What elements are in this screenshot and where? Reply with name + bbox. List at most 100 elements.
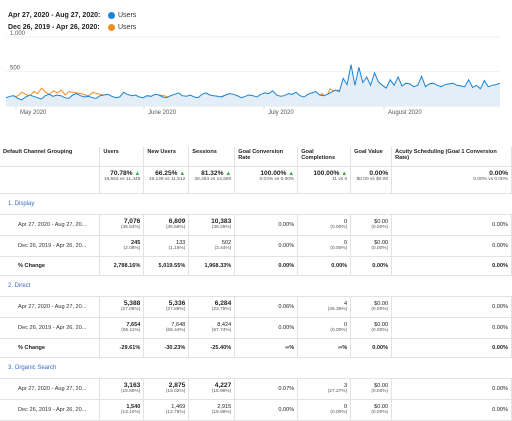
users-cell: 7,654 (65.11%) <box>99 317 145 339</box>
goal-conv-cell: 0.00% <box>234 399 299 421</box>
goal-conv-cell: 0.06% <box>234 296 299 318</box>
sessions-value: 4,227 <box>214 381 232 389</box>
new-users-cell: 7,648 (66.44%) <box>143 317 190 339</box>
legend-row-previous[interactable]: Dec 26, 2019 - Apr 26, 2020: Users <box>8 21 136 33</box>
y-tick-label: 500 <box>10 66 21 72</box>
goal-value-value: $0.00 <box>374 218 389 225</box>
sessions-value: 502 <box>221 239 232 246</box>
acuity-value: 0.00% <box>492 303 508 310</box>
total-acuity-cell: 0.00% 0.00% vs 0.00% <box>391 166 512 194</box>
arrow-up-icon: ▲ <box>134 170 141 177</box>
percent-change-row: % Change -29.61% -30.23% -25.40% ∞% ∞% 0.00% 0.… <box>0 338 512 358</box>
channel-group-link[interactable]: 2. Direct <box>8 282 31 289</box>
users-change: 2,788.16% <box>99 256 145 276</box>
channel-group-link[interactable]: 1. Display <box>8 200 35 207</box>
goal-value-cell: $0.00 (0.00%) <box>350 399 393 421</box>
total-new-users-compare: 19,139 vs 11,512 <box>148 176 186 182</box>
goal-comp-value: 4 <box>344 300 348 307</box>
acuity-value: 0.00% <box>492 406 508 413</box>
goal-conv-value: 0.00% <box>278 324 295 331</box>
users-line-chart: 1,000 500 May 2020 June 2020 July 2020 August… <box>5 31 501 116</box>
col-header-dimension[interactable]: Default Channel Grouping <box>0 147 101 167</box>
goal-conv-value: 0.00% <box>278 242 295 249</box>
users-value: 5,388 <box>123 299 141 307</box>
goal-conv-cell: 0.07% <box>234 378 299 400</box>
percent-change-label: % Change <box>0 338 101 358</box>
sessions-share: (3.44%) <box>214 245 232 251</box>
goal-value-share: (0.00%) <box>371 224 389 230</box>
goal-value-share: (0.00%) <box>371 388 389 394</box>
percent-change-row: % Change 2,788.16% 5,019.55% 1,968.33% 0.00%… <box>0 256 512 276</box>
col-header-acuity[interactable]: Acuity Scheduling (Goal 1 Conversion Rat… <box>391 147 512 167</box>
sessions-share: (23.75%) <box>211 306 232 312</box>
new-users-share: (1.16%) <box>168 245 186 251</box>
total-new-users-value: 66.25% <box>155 169 178 177</box>
users-cell: 1,540 (13.10%) <box>99 399 145 421</box>
legend-series-label: Users <box>118 11 137 19</box>
total-goal-conv-cell: 100.00% ▲ 0.04% vs 0.00% <box>234 166 299 194</box>
sessions-change: 1,968.33% <box>188 256 236 276</box>
total-acuity-compare: 0.00% vs 0.00% <box>473 176 508 182</box>
col-header-goal-conversion-rate[interactable]: Goal Conversion Rate <box>234 147 299 167</box>
acuity-value: 0.00% <box>492 385 508 392</box>
new-users-share: (27.88%) <box>165 306 186 312</box>
goal-comp-share: (0.00%) <box>330 224 348 230</box>
users-share: (2.08%) <box>123 245 141 251</box>
sessions-value: 10,383 <box>211 217 232 225</box>
acuity-cell: 0.00% <box>391 296 512 318</box>
table-header-row: Default Channel Grouping Users New Users… <box>0 147 512 167</box>
goal-comp-share: (0.00%) <box>330 409 348 415</box>
total-goal-comp-compare: 11 vs 0 <box>332 176 348 182</box>
sessions-cell: 8,424 (57.74%) <box>188 317 236 339</box>
goal-conv-value: 0.00% <box>278 406 295 413</box>
sessions-cell: 502 (3.44%) <box>188 235 236 257</box>
table-row: Dec 26, 2019 - Apr 26, 20... 245 (2.08%) 13… <box>0 235 512 257</box>
sessions-cell: 4,227 (15.98%) <box>188 378 236 400</box>
col-header-goal-completions[interactable]: Goal Completions <box>297 147 352 167</box>
arrow-up-icon: ▲ <box>225 170 232 177</box>
date-range-label: Dec 26, 2019 - Apr 26, 20... <box>0 399 101 421</box>
channel-group-row: 3. Organic Search <box>0 357 512 379</box>
goal-comp-cell: 3 (27.27%) <box>297 378 352 400</box>
users-cell: 3,163 (15.89%) <box>99 378 145 400</box>
users-value: 7,076 <box>123 217 141 225</box>
col-header-users[interactable]: Users <box>99 147 145 167</box>
table-row: Apr 27, 2020 - Aug 27, 20... 5,388 (27.06%… <box>0 296 512 318</box>
sessions-share: (39.25%) <box>211 224 232 230</box>
col-header-sessions[interactable]: Sessions <box>188 147 236 167</box>
goal-value-share: (0.00%) <box>371 327 389 333</box>
col-header-new-users[interactable]: New Users <box>143 147 190 167</box>
acuity-cell: 0.00% <box>391 214 512 236</box>
goal-value-share: (0.00%) <box>371 306 389 312</box>
goal-comp-share: (0.00%) <box>330 245 348 251</box>
users-share: (27.06%) <box>120 306 141 312</box>
goal-comp-cell: 0 (0.00%) <box>297 235 352 257</box>
col-header-goal-value[interactable]: Goal Value <box>350 147 393 167</box>
goal-comp-value: 0 <box>344 218 348 225</box>
acuity-cell: 0.00% <box>391 399 512 421</box>
new-users-share: (66.44%) <box>165 327 186 333</box>
acuity-cell: 0.00% <box>391 235 512 257</box>
date-range-label: Apr 27, 2020 - Aug 27, 20... <box>0 378 101 400</box>
total-goal-comp-value: 100.00% <box>313 169 340 177</box>
total-goal-value-value: 0.00% <box>369 169 389 177</box>
goal-value-share: (0.00%) <box>371 409 389 415</box>
new-users-change: -30.23% <box>143 338 190 358</box>
goal-comp-share: (0.00%) <box>330 327 348 333</box>
sessions-cell: 2,915 (19.98%) <box>188 399 236 421</box>
total-goal-conv-compare: 0.04% vs 0.00% <box>259 176 295 182</box>
goal-value-cell: $0.00 (0.00%) <box>350 378 393 400</box>
goal-comp-change: ∞% <box>297 338 352 358</box>
legend-range-label: Apr 27, 2020 - Aug 27, 2020: <box>8 11 101 19</box>
goal-comp-change: 0.00% <box>297 256 352 276</box>
sessions-cell: 10,383 (39.25%) <box>188 214 236 236</box>
goal-value-value: $0.00 <box>374 382 389 389</box>
users-cell: 7,076 (35.54%) <box>99 214 145 236</box>
x-tick-label: June 2020 <box>148 110 177 116</box>
channel-group-link[interactable]: 3. Organic Search <box>8 364 57 371</box>
arrow-up-icon: ▲ <box>288 170 295 177</box>
legend-row-current[interactable]: Apr 27, 2020 - Aug 27, 2020: Users <box>8 9 136 21</box>
users-value: 245 <box>130 239 141 246</box>
goal-comp-cell: 4 (36.36%) <box>297 296 352 318</box>
goal-comp-value: 0 <box>344 403 348 410</box>
